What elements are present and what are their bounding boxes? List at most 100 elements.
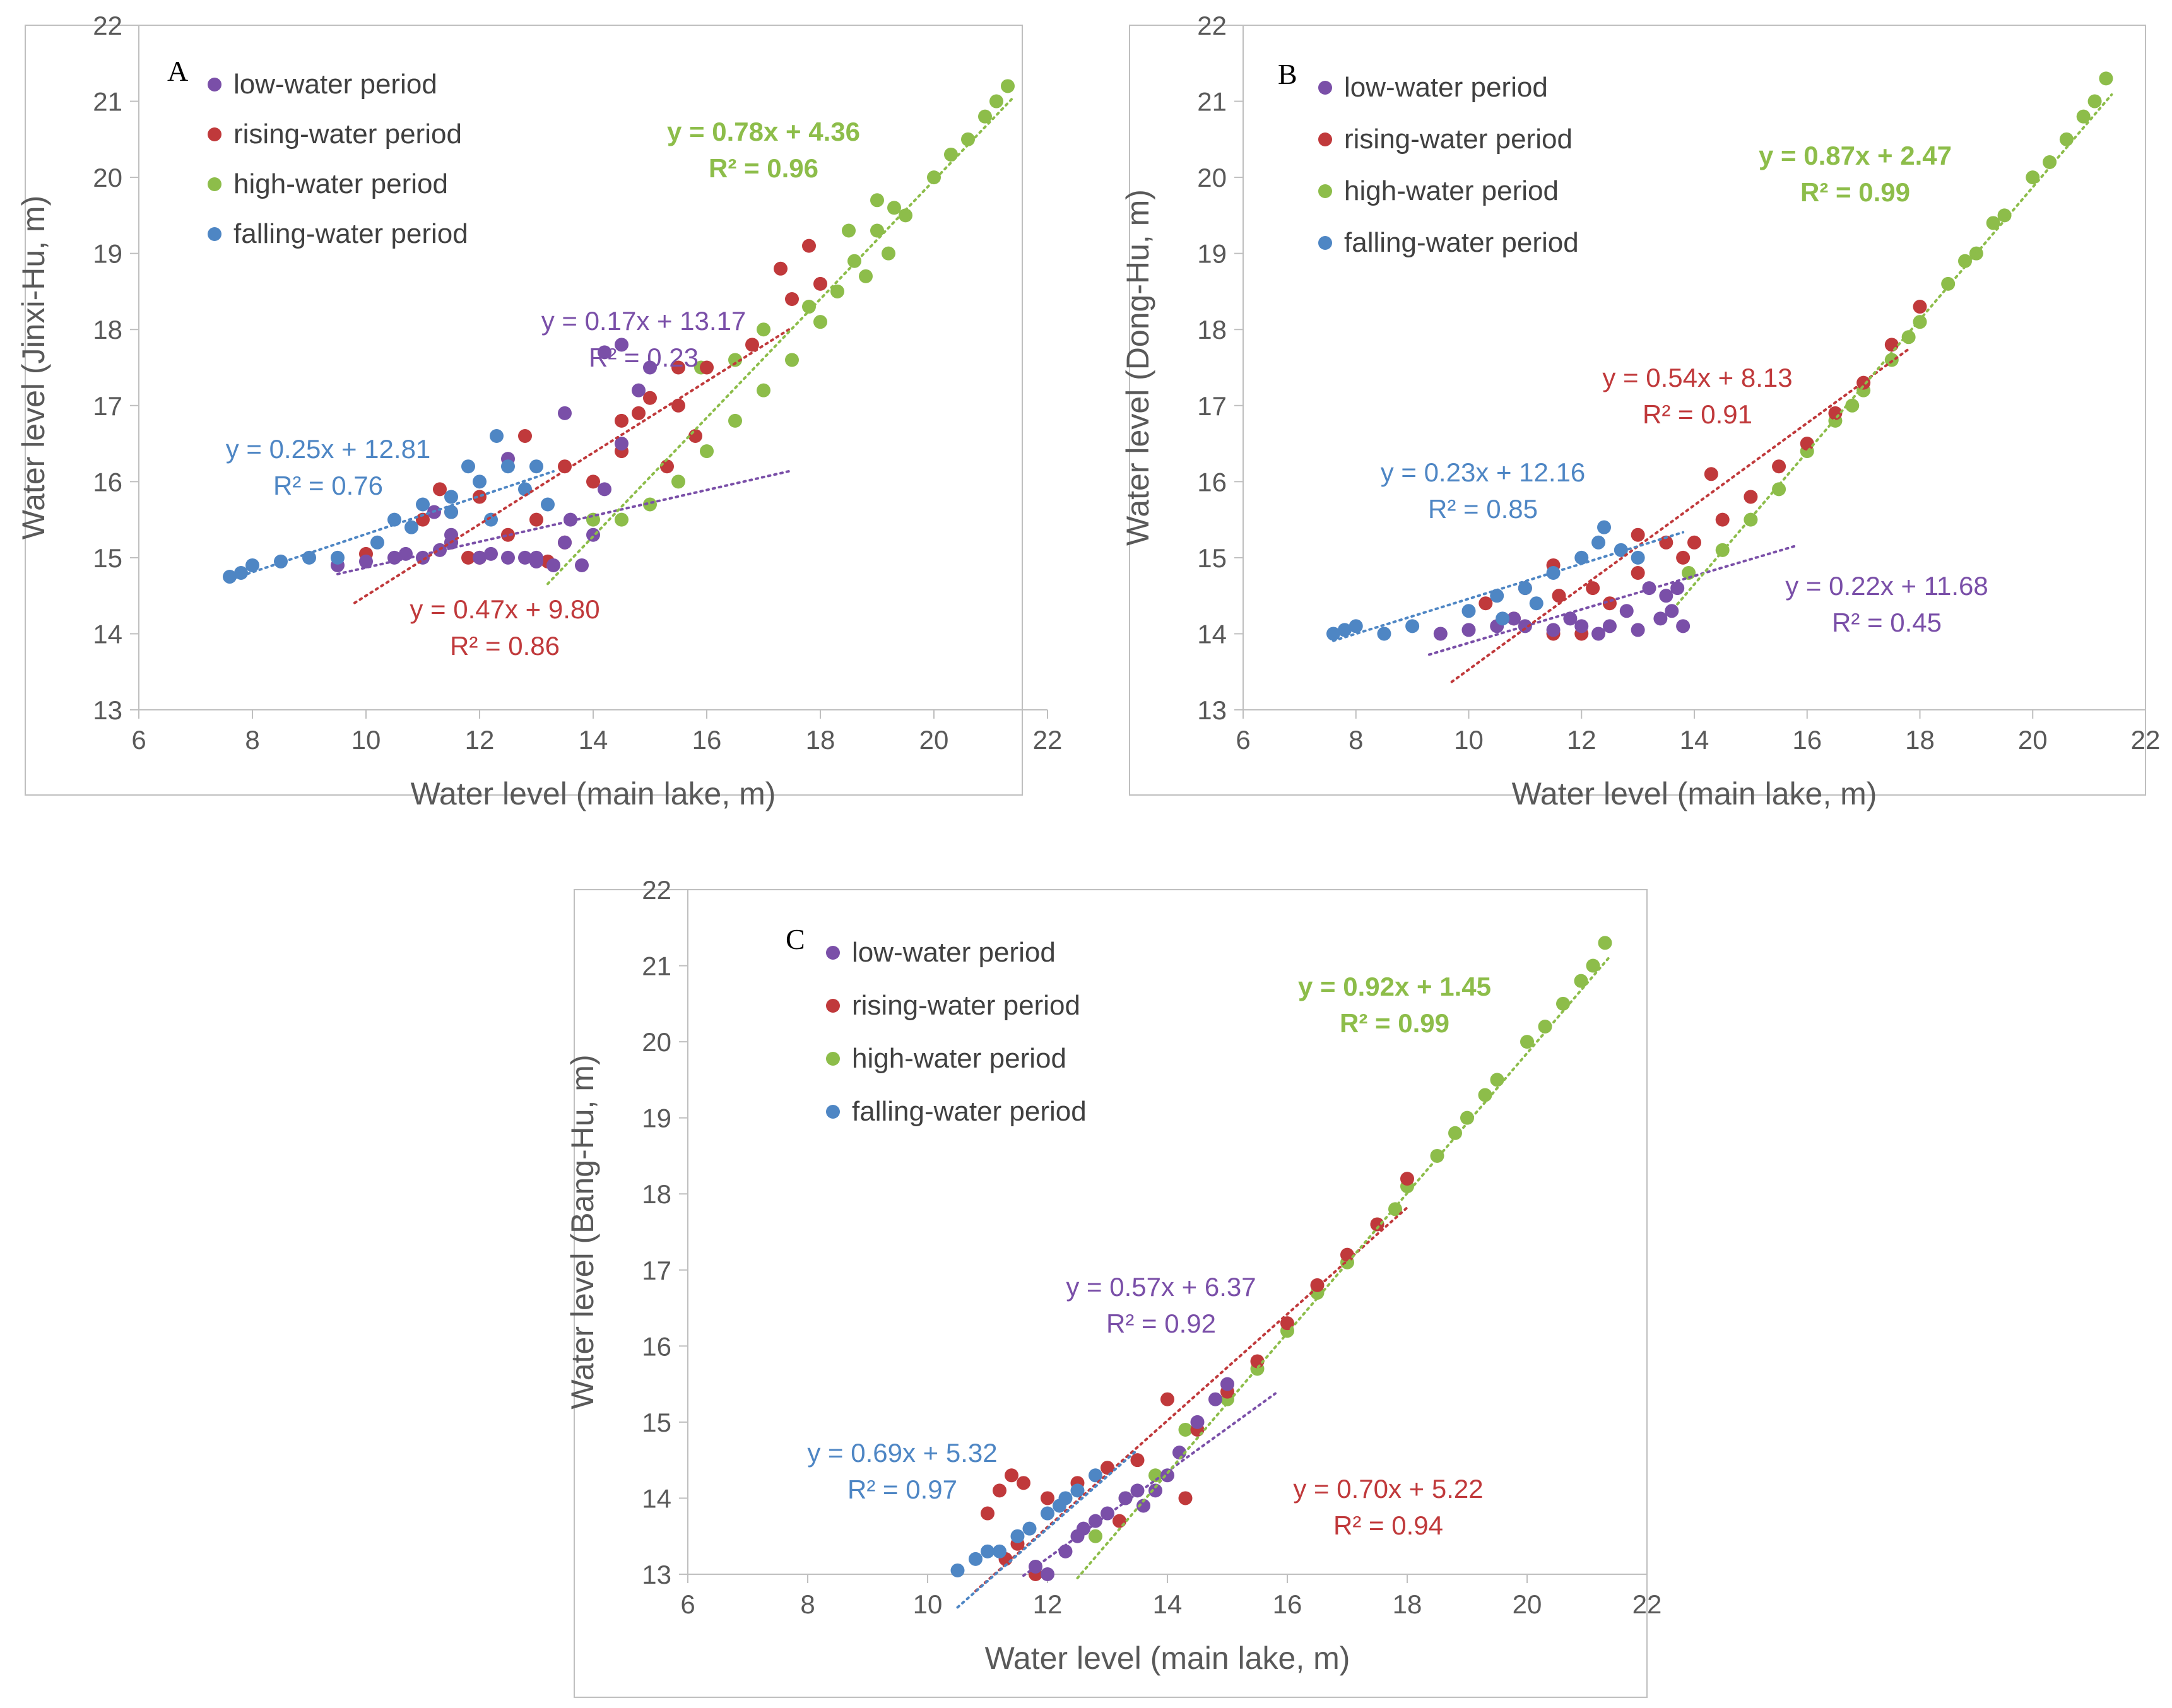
data-point-high <box>785 353 799 367</box>
trendline-rising <box>353 326 793 604</box>
data-point-high <box>944 147 958 162</box>
legend-marker-high <box>1318 184 1332 198</box>
x-tick-label: 12 <box>1033 1589 1063 1619</box>
data-point-falling <box>444 490 458 504</box>
data-point-rising <box>1160 1392 1174 1406</box>
r-squared-falling: R² = 0.85 <box>1428 494 1538 524</box>
data-point-high <box>1586 958 1600 973</box>
data-point-low <box>529 554 543 568</box>
data-point-high <box>989 94 1003 109</box>
data-point-low <box>615 437 629 451</box>
data-point-high <box>882 246 895 261</box>
data-point-rising <box>1800 437 1814 451</box>
data-point-low <box>518 550 532 565</box>
panel-frame <box>25 25 1023 796</box>
y-axis-title: Water level (Bang-Hu, m) <box>565 1054 600 1409</box>
data-point-low <box>1058 1544 1073 1558</box>
data-point-rising <box>1884 338 1899 352</box>
y-tick-label: 18 <box>93 315 122 345</box>
x-tick-label: 18 <box>1393 1589 1422 1619</box>
data-point-falling <box>331 550 345 565</box>
r-squared-high: R² = 0.96 <box>709 153 818 183</box>
x-tick-label: 18 <box>806 725 835 755</box>
data-point-falling <box>490 429 504 443</box>
x-tick-label: 20 <box>919 725 949 755</box>
y-tick-label: 14 <box>93 619 122 649</box>
y-tick-label: 15 <box>1197 543 1227 573</box>
data-point-falling <box>461 459 475 474</box>
data-point-rising <box>1005 1468 1018 1483</box>
data-point-rising <box>1250 1354 1265 1369</box>
y-tick-label: 16 <box>642 1331 671 1361</box>
data-point-rising <box>643 391 657 405</box>
data-point-high <box>899 208 912 223</box>
data-point-rising <box>1552 589 1566 603</box>
data-point-low <box>598 345 611 360</box>
y-tick-label: 22 <box>642 875 671 905</box>
data-point-high <box>2076 109 2091 124</box>
data-point-rising <box>501 527 515 542</box>
data-point-falling <box>501 459 515 474</box>
data-point-high <box>1430 1148 1444 1163</box>
data-point-low <box>484 546 498 561</box>
x-tick-label: 10 <box>1454 725 1484 755</box>
data-point-low <box>1670 581 1685 596</box>
equation-falling: y = 0.69x + 5.32 <box>807 1438 997 1468</box>
data-point-low <box>1190 1415 1205 1429</box>
data-point-low <box>632 383 646 398</box>
data-point-low <box>558 406 572 420</box>
data-point-low <box>1118 1491 1133 1505</box>
data-point-rising <box>1017 1476 1030 1490</box>
x-tick-label: 8 <box>245 725 259 755</box>
y-axis-title: Water level (Jinxi-Hu, m) <box>16 196 51 539</box>
data-point-rising <box>1280 1316 1294 1331</box>
trendline-falling <box>1332 531 1685 642</box>
data-point-falling <box>1377 627 1391 641</box>
r-squared-rising: R² = 0.91 <box>1643 399 1752 429</box>
data-point-low <box>1208 1392 1222 1406</box>
data-point-high <box>1460 1110 1474 1125</box>
legend-marker-high <box>826 1052 840 1066</box>
x-tick-label: 10 <box>351 725 381 755</box>
equation-falling: y = 0.25x + 12.81 <box>226 434 431 464</box>
data-point-low <box>643 360 657 375</box>
data-point-low <box>1507 611 1521 626</box>
data-point-low <box>1631 623 1645 637</box>
y-tick-label: 17 <box>93 391 122 421</box>
data-point-falling <box>1053 1499 1066 1513</box>
data-point-falling <box>1010 1529 1025 1543</box>
legend-label-falling: falling-water period <box>852 1096 1087 1127</box>
data-point-rising <box>461 550 475 565</box>
data-point-high <box>1772 482 1786 497</box>
equation-low: y = 0.57x + 6.37 <box>1066 1272 1256 1302</box>
equation-low: y = 0.22x + 11.68 <box>1785 571 1988 601</box>
y-tick-label: 17 <box>642 1256 671 1285</box>
y-tick-label: 19 <box>642 1104 671 1133</box>
data-point-rising <box>1772 459 1786 474</box>
x-tick-label: 18 <box>1905 725 1935 755</box>
legend-marker-low <box>1318 81 1332 95</box>
data-point-rising <box>981 1506 995 1521</box>
data-point-high <box>1986 216 2000 230</box>
data-point-low <box>1433 627 1448 641</box>
data-point-rising <box>1704 467 1718 481</box>
data-point-falling <box>370 535 384 550</box>
x-tick-label: 6 <box>131 725 146 755</box>
x-axis-title: Water level (main lake, m) <box>1512 776 1877 811</box>
equation-high: y = 0.87x + 2.47 <box>1759 141 1952 170</box>
data-point-falling <box>969 1552 983 1566</box>
legend-label-rising: rising-water period <box>233 119 462 150</box>
data-point-falling <box>223 570 237 584</box>
x-tick-label: 8 <box>800 1589 815 1619</box>
y-tick-label: 15 <box>93 543 122 573</box>
x-tick-label: 20 <box>1513 1589 1542 1619</box>
legend-label-low: low-water period <box>1344 72 1548 103</box>
data-point-low <box>1659 589 1673 603</box>
data-point-high <box>927 170 941 185</box>
legend-label-low: low-water period <box>852 937 1056 968</box>
data-point-high <box>2059 132 2074 146</box>
data-point-rising <box>1130 1453 1145 1468</box>
x-tick-label: 16 <box>692 725 722 755</box>
data-point-high <box>813 315 827 329</box>
trendline-rising <box>1450 348 1910 683</box>
